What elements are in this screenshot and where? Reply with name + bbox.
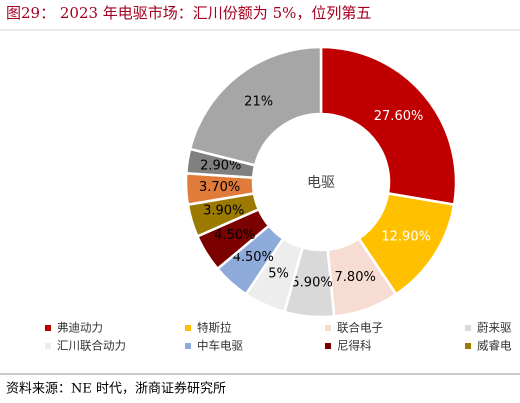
source: 资料来源：NE 时代，浙商证券研究所 — [6, 381, 226, 397]
data-label: 4.50% — [214, 228, 255, 243]
legend-swatch — [325, 325, 331, 331]
legend-swatch — [325, 343, 331, 349]
legend-swatch — [45, 325, 51, 331]
legend-swatch — [465, 343, 471, 349]
data-label: 5% — [268, 267, 289, 282]
data-label: 5.90% — [291, 276, 332, 291]
legend-label: 威睿电 — [477, 339, 512, 353]
legend-swatch — [465, 325, 471, 331]
data-label: 21% — [244, 94, 273, 109]
chart-title: 图29： 2023 年电驱市场：汇川份额为 5%，位列第五 — [6, 4, 371, 22]
legend-label: 特斯拉 — [197, 321, 232, 335]
data-label: 3.90% — [203, 204, 244, 219]
data-label: 27.60% — [374, 109, 424, 124]
data-label: 7.80% — [335, 270, 376, 285]
legend-swatch — [185, 343, 191, 349]
center-label: 电驱 — [307, 175, 335, 191]
legend-label: 尼得科 — [337, 339, 372, 353]
legend-label: 弗迪动力 — [57, 321, 103, 335]
legend-label: 联合电子 — [337, 321, 383, 335]
data-label: 2.90% — [200, 159, 241, 174]
legend-label: 中车电驱 — [197, 339, 243, 353]
legend-swatch — [45, 343, 51, 349]
legend-swatch — [185, 325, 191, 331]
data-label: 12.90% — [381, 230, 431, 245]
data-label: 4.50% — [233, 250, 274, 265]
legend-label: 汇川联合动力 — [57, 339, 126, 353]
donut-segment — [188, 45, 323, 167]
data-label: 3.70% — [199, 180, 240, 195]
legend-label: 蔚来驱 — [477, 321, 512, 335]
donut-segment — [319, 45, 458, 207]
